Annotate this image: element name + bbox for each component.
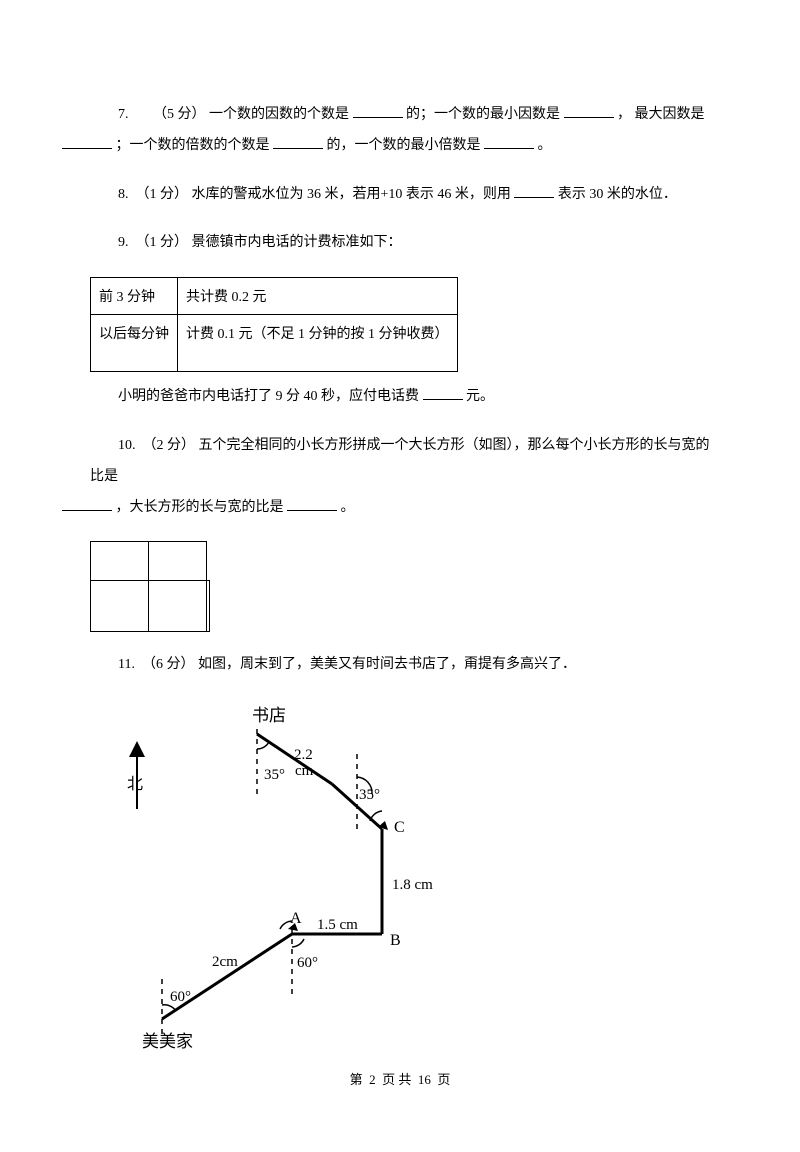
question-9: 9. （1 分） 景德镇市内电话的计费标准如下： bbox=[90, 228, 710, 259]
question-8: 8. （1 分） 水库的警戒水位为 36 米，若用+10 表示 46 米，则用 … bbox=[90, 180, 710, 211]
page-footer: 第 2 页 共 16 页 bbox=[90, 1049, 710, 1112]
q8-label: 8. bbox=[118, 187, 129, 202]
pt-a: A bbox=[290, 910, 302, 927]
footer-page: 2 bbox=[369, 1072, 376, 1087]
blank bbox=[423, 385, 463, 400]
table-cell: 计费 0.1 元（不足 1 分钟的按 1 分钟收费） bbox=[178, 315, 458, 372]
q7-t3: ， 最大因数是 bbox=[617, 107, 705, 122]
ang-35a: 35° bbox=[264, 767, 285, 783]
pt-b: B bbox=[390, 932, 401, 949]
map-diagram: 北 bbox=[102, 699, 442, 1049]
q9-t1: 景德镇市内电话的计费标准如下： bbox=[192, 235, 402, 250]
question-11: 11. （6 分） 如图，周末到了，美美又有时间去书店了，甭提有多高兴了． bbox=[90, 650, 710, 681]
q8-pts: （1 分） bbox=[136, 187, 189, 202]
blank bbox=[287, 496, 337, 511]
q10-label: 10. bbox=[118, 438, 136, 453]
ang-60b: 60° bbox=[297, 955, 318, 971]
q7-t4: ；一个数的倍数的个数是 bbox=[116, 138, 270, 153]
table-cell: 共计费 0.2 元 bbox=[178, 278, 458, 315]
shop-label: 书店 bbox=[252, 706, 286, 725]
footer-t3: 页 bbox=[437, 1072, 450, 1087]
blank bbox=[62, 134, 112, 149]
q7-t1: 一个数的因数的个数是 bbox=[209, 107, 349, 122]
table-cell: 以后每分钟 bbox=[91, 315, 178, 372]
q7-pts: （5 分） bbox=[153, 107, 206, 122]
footer-t2: 页 共 bbox=[382, 1072, 411, 1087]
pt-c: C bbox=[394, 819, 405, 836]
north-label: 北 bbox=[127, 775, 143, 793]
blank bbox=[273, 134, 323, 149]
footer-total: 16 bbox=[418, 1072, 431, 1087]
q8-t1: 水库的警戒水位为 36 米，若用+10 表示 46 米，则用 bbox=[192, 187, 511, 202]
q7-label: 7. bbox=[118, 107, 129, 122]
q7-t5: 的，一个数的最小倍数是 bbox=[327, 138, 481, 153]
home-label: 美美家 bbox=[142, 1032, 193, 1049]
q11-label: 11. bbox=[118, 657, 135, 672]
seg-bc: 1.8 cm bbox=[392, 877, 433, 893]
q9-tail1: 小明的爸爸市内电话打了 9 分 40 秒，应付电话费 bbox=[118, 389, 419, 404]
q9-label: 9. bbox=[118, 235, 129, 250]
seg-2.2b: cm bbox=[295, 763, 314, 779]
q8-t2: 表示 30 米的水位． bbox=[558, 187, 677, 202]
ang-35b: 35° bbox=[359, 787, 380, 803]
q9-tail2: 元。 bbox=[466, 389, 494, 404]
q11-pts: （6 分） bbox=[142, 657, 195, 672]
blank bbox=[564, 103, 614, 118]
seg-ab: 1.5 cm bbox=[317, 917, 358, 933]
seg-home: 2cm bbox=[212, 954, 238, 970]
q7-t6: 。 bbox=[538, 138, 552, 153]
seg-2.2: 2.2 bbox=[294, 747, 313, 763]
q10-t3: 。 bbox=[341, 500, 355, 515]
q9-tail: 小明的爸爸市内电话打了 9 分 40 秒，应付电话费 元。 bbox=[90, 382, 710, 413]
q7-t2: 的；一个数的最小因数是 bbox=[406, 107, 560, 122]
blank bbox=[353, 103, 403, 118]
question-10: 10. （2 分） 五个完全相同的小长方形拼成一个大长方形（如图），那么每个小长… bbox=[90, 431, 710, 523]
q9-pts: （1 分） bbox=[136, 235, 189, 250]
footer-t1: 第 bbox=[350, 1072, 363, 1087]
q10-pts: （2 分） bbox=[143, 438, 196, 453]
ang-60a: 60° bbox=[170, 989, 191, 1005]
rectangle-figure bbox=[90, 541, 210, 632]
page-root: 7. （5 分） 一个数的因数的个数是 的；一个数的最小因数是 ， 最大因数是 … bbox=[0, 0, 800, 1152]
q10-t2: ，大长方形的长与宽的比是 bbox=[116, 500, 284, 515]
q11-t1: 如图，周末到了，美美又有时间去书店了，甭提有多高兴了． bbox=[198, 657, 576, 672]
table-cell: 前 3 分钟 bbox=[91, 278, 178, 315]
blank bbox=[62, 496, 112, 511]
blank bbox=[484, 134, 534, 149]
price-table: 前 3 分钟 共计费 0.2 元 以后每分钟 计费 0.1 元（不足 1 分钟的… bbox=[90, 277, 458, 372]
blank bbox=[514, 183, 554, 198]
question-7: 7. （5 分） 一个数的因数的个数是 的；一个数的最小因数是 ， 最大因数是 … bbox=[90, 100, 710, 162]
